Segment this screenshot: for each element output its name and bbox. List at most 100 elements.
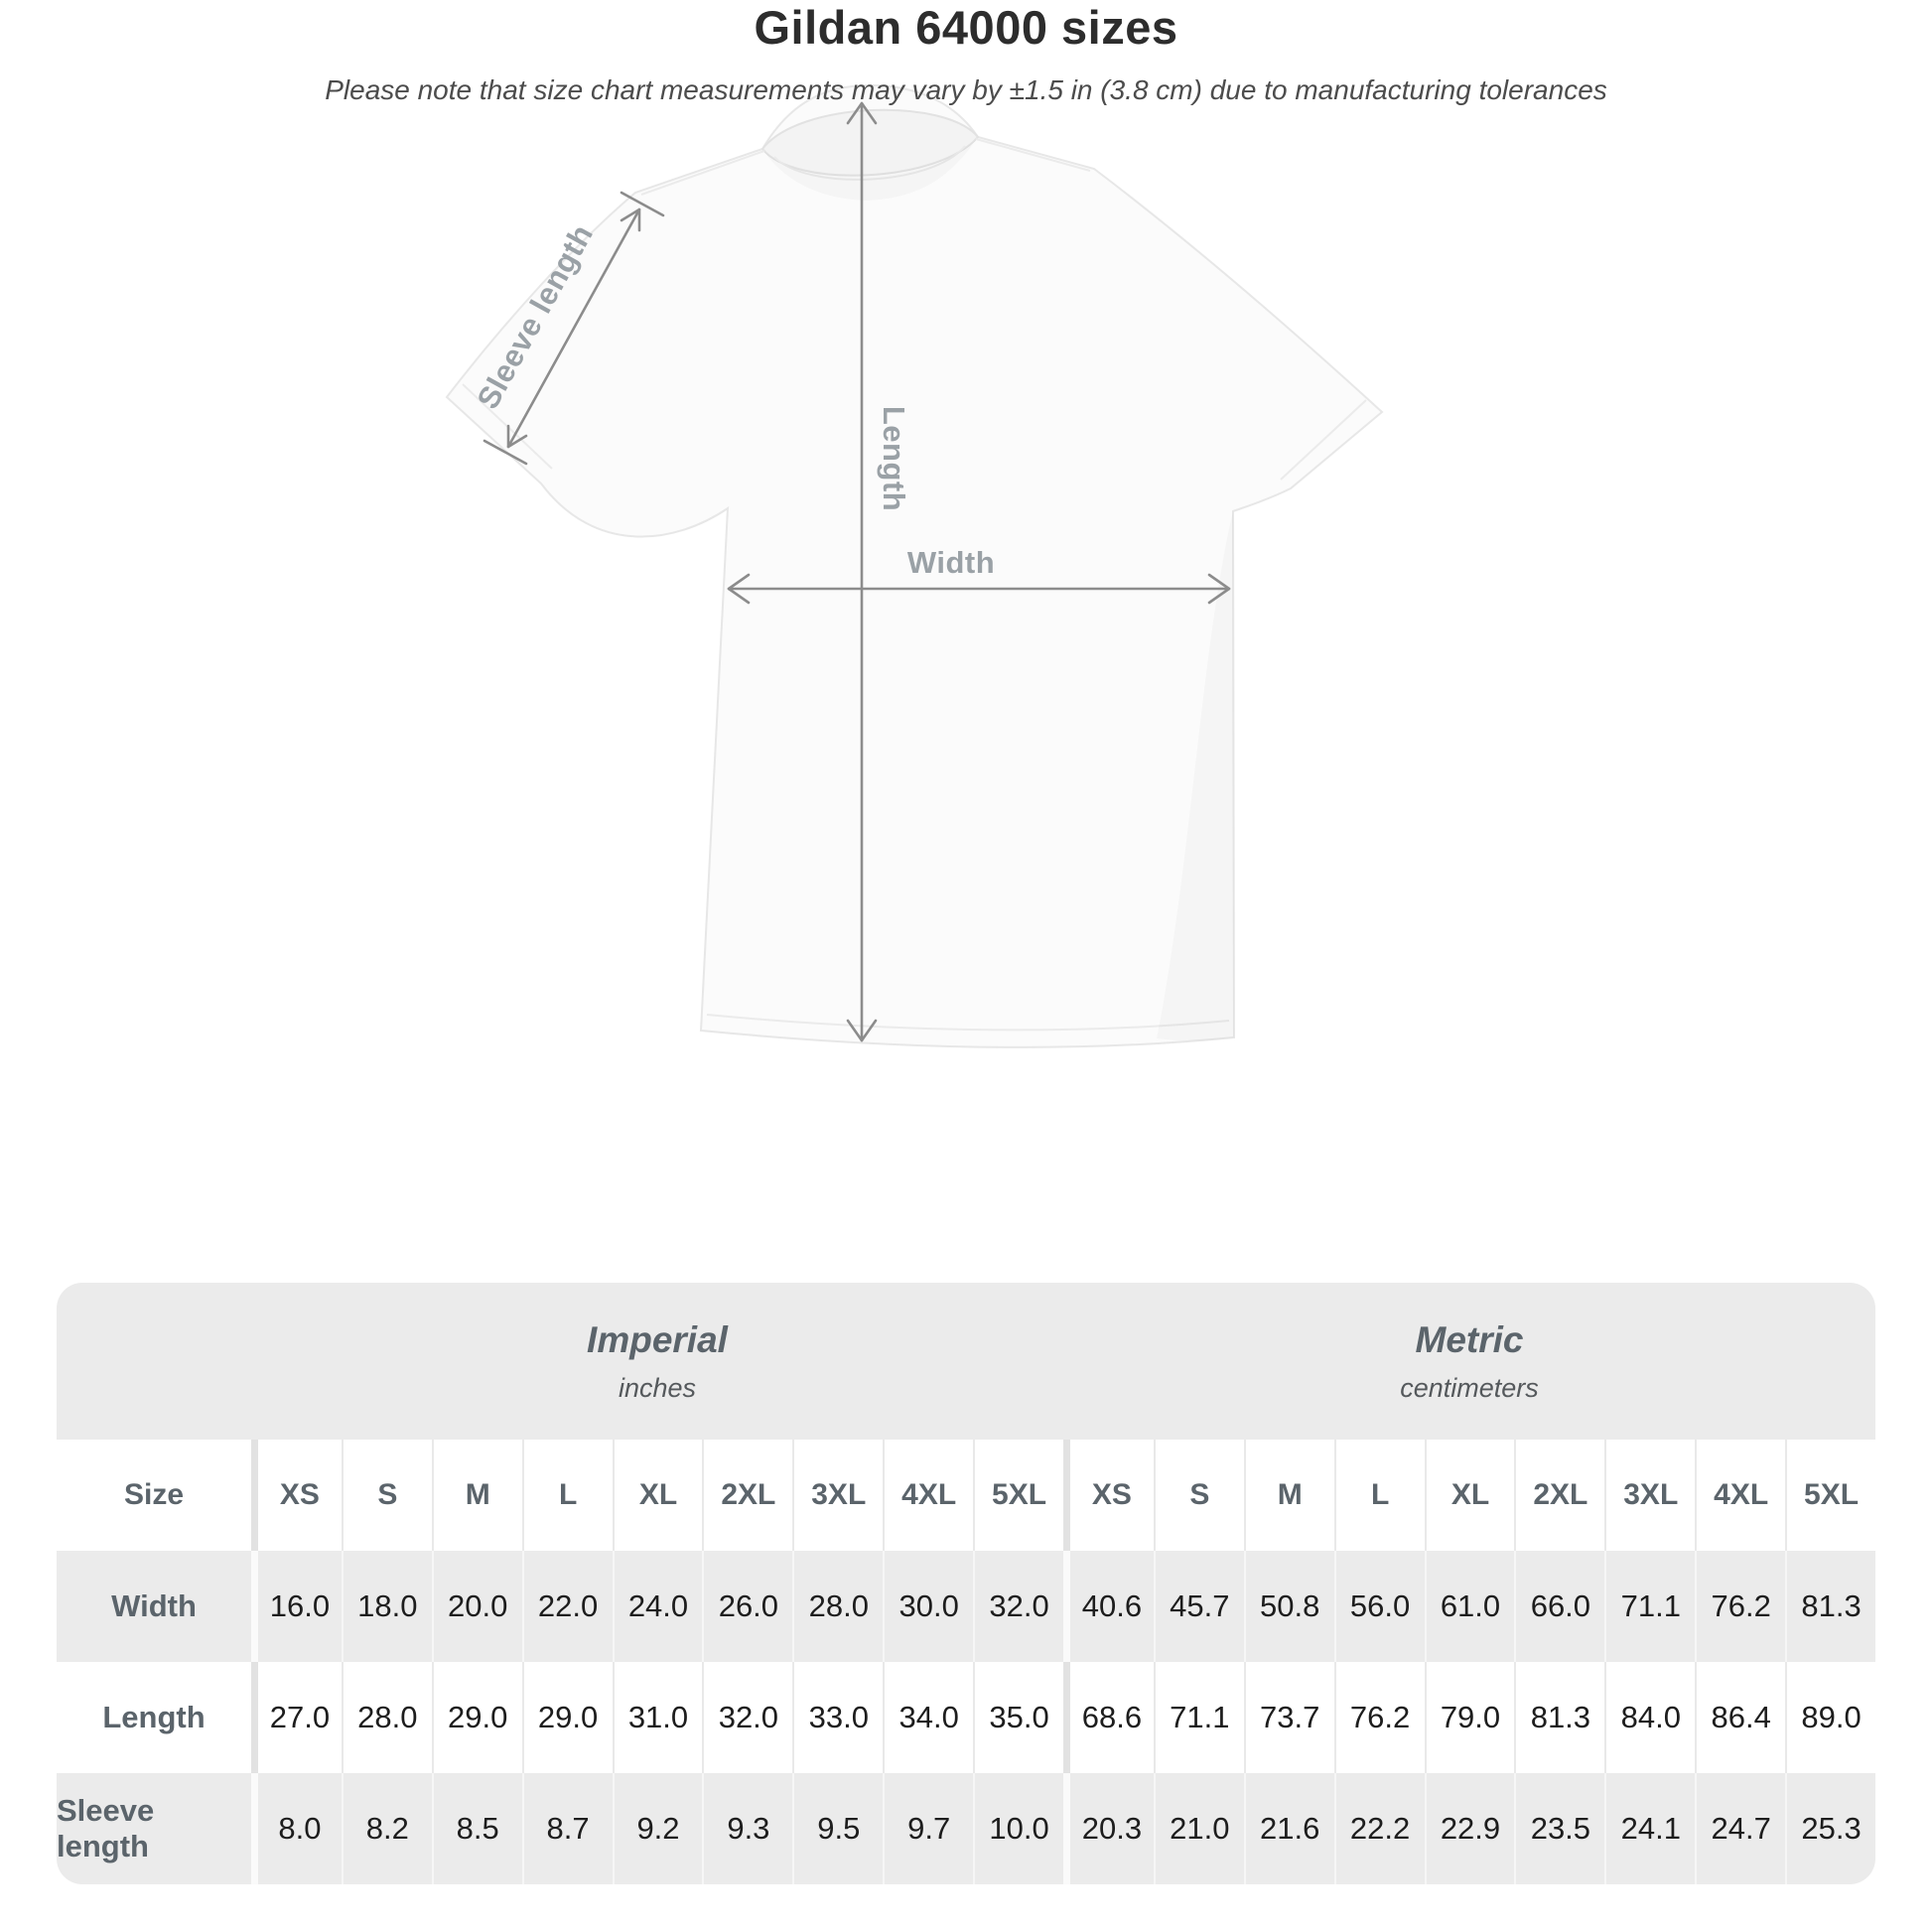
page-title: Gildan 64000 sizes [754, 1, 1178, 54]
value-cell: 76.2 [1333, 1662, 1425, 1773]
right-shoulder-seam [975, 138, 1091, 172]
value-cell: 50.8 [1243, 1551, 1334, 1662]
size-header-cell: 2XL [702, 1440, 792, 1551]
size-header-cell: S [341, 1440, 432, 1551]
value-cell: 16.0 [251, 1551, 342, 1662]
tshirt-collar [760, 108, 980, 177]
value-cell: 27.0 [251, 1662, 342, 1773]
value-cell: 18.0 [341, 1551, 432, 1662]
value-cell: 79.0 [1424, 1662, 1515, 1773]
size-header-cell: XS [251, 1440, 342, 1551]
value-cell: 25.3 [1785, 1773, 1875, 1884]
width-measure: Width [727, 545, 1231, 605]
value-cell: 32.0 [702, 1662, 792, 1773]
size-header-cell: 3XL [1604, 1440, 1695, 1551]
length-measure: Length [846, 101, 911, 1042]
value-cell: 24.7 [1695, 1773, 1785, 1884]
value-cell: 20.3 [1062, 1773, 1154, 1884]
value-cell: 22.0 [521, 1551, 613, 1662]
sleeve-arrowhead-bottom [506, 424, 528, 449]
size-header-cell: L [521, 1440, 613, 1551]
value-cell: 81.3 [1785, 1551, 1875, 1662]
value-cell: 68.6 [1062, 1662, 1154, 1773]
value-cell: 9.3 [702, 1773, 792, 1884]
value-cell: 20.0 [431, 1551, 522, 1662]
bottom-hem-seam [706, 1014, 1230, 1032]
right-sleeve-hem [1280, 399, 1367, 481]
value-cell: 56.0 [1333, 1551, 1425, 1662]
value-cell: 28.0 [341, 1662, 432, 1773]
sleeve-end-tick-bottom [483, 439, 528, 466]
value-cell: 24.1 [1604, 1773, 1695, 1884]
size-header-cell: 4XL [883, 1440, 973, 1551]
value-cell: 10.0 [973, 1773, 1063, 1884]
value-cell: 35.0 [973, 1662, 1063, 1773]
row-label: Sleeve length [57, 1793, 155, 1863]
value-cell: 29.0 [431, 1662, 522, 1773]
value-cell: 28.0 [792, 1551, 883, 1662]
value-cell: 71.1 [1604, 1551, 1695, 1662]
value-cell: 84.0 [1604, 1662, 1695, 1773]
heading-block: Gildan 64000 sizes Please note that size… [0, 0, 1932, 106]
width-arrowhead-right [1207, 573, 1231, 605]
size-header-row: Size XS S M L XL 2XL 3XL 4XL 5XL XS S M L XL 2XL 3XL 4XL 5… [57, 1440, 1875, 1551]
imperial-unit: inches [618, 1372, 697, 1403]
value-cell: 8.5 [431, 1773, 522, 1884]
width-label: Width [907, 545, 995, 580]
value-cell: 21.0 [1153, 1773, 1244, 1884]
value-cell: 9.2 [612, 1773, 703, 1884]
value-cell: 9.7 [883, 1773, 973, 1884]
unit-header-row: Imperial inches Metric centimeters [57, 1283, 1875, 1440]
width-arrowhead-left [727, 573, 751, 605]
unit-group-metric: Metric centimeters [1063, 1283, 1875, 1440]
size-header-cell: XL [1424, 1440, 1515, 1551]
tshirt-body-shape [445, 83, 1384, 1048]
row-label: Width [111, 1588, 197, 1623]
table-row-sleeve-length: Sleeve length 8.0 8.2 8.5 8.7 9.2 9.3 9.5 9.7 10.… [57, 1773, 1875, 1884]
tshirt-measurement-diagram: Length Width Sleeve length [445, 83, 1384, 1048]
value-cell: 89.0 [1785, 1662, 1875, 1773]
value-cell: 76.2 [1695, 1551, 1785, 1662]
metric-unit: centimeters [1400, 1372, 1539, 1403]
value-cell: 23.5 [1514, 1773, 1604, 1884]
value-cell: 73.7 [1243, 1662, 1334, 1773]
tshirt-photo [445, 83, 1384, 1048]
value-cell: 29.0 [521, 1662, 613, 1773]
value-cell: 33.0 [792, 1662, 883, 1773]
imperial-label: Imperial [587, 1318, 728, 1360]
value-cell: 71.1 [1153, 1662, 1244, 1773]
collar-ribbing-line [773, 145, 966, 181]
row-label: Length [102, 1700, 206, 1734]
value-cell: 8.0 [251, 1773, 342, 1884]
value-cell: 22.2 [1333, 1773, 1425, 1884]
size-header-cell: M [431, 1440, 522, 1551]
size-header-cell: XL [612, 1440, 703, 1551]
size-header-cell: 5XL [1785, 1440, 1875, 1551]
value-cell: 45.7 [1153, 1551, 1244, 1662]
value-cell: 31.0 [612, 1662, 703, 1773]
tolerance-note: Please note that size chart measurements… [325, 74, 1607, 105]
size-header-cell: M [1243, 1440, 1334, 1551]
value-cell: 8.2 [341, 1773, 432, 1884]
value-cell: 22.9 [1424, 1773, 1515, 1884]
value-cell: 26.0 [702, 1551, 792, 1662]
length-arrowhead-top [846, 101, 878, 125]
size-table: Imperial inches Metric centimeters Size X… [57, 1283, 1875, 1884]
sleeve-end-tick-top [620, 191, 665, 217]
value-cell: 40.6 [1062, 1551, 1154, 1662]
sleeve-arrow-line [506, 207, 641, 449]
value-cell: 30.0 [883, 1551, 973, 1662]
value-cell: 34.0 [883, 1662, 973, 1773]
size-header-cell: 2XL [1514, 1440, 1604, 1551]
size-header-cell: 4XL [1695, 1440, 1785, 1551]
unit-group-imperial: Imperial inches [251, 1283, 1063, 1440]
sleeve-arrowhead-top [620, 207, 641, 232]
left-shoulder-seam [640, 150, 765, 196]
value-cell: 24.0 [612, 1551, 703, 1662]
size-header-cell: XS [1062, 1440, 1154, 1551]
size-header-cell: 3XL [792, 1440, 883, 1551]
table-row-length: Length 27.0 28.0 29.0 29.0 31.0 32.0 33.0 34.0 35… [57, 1662, 1875, 1773]
table-row-width: Width 16.0 18.0 20.0 22.0 24.0 26.0 28.0 30.0 32.… [57, 1551, 1875, 1662]
value-cell: 61.0 [1424, 1551, 1515, 1662]
